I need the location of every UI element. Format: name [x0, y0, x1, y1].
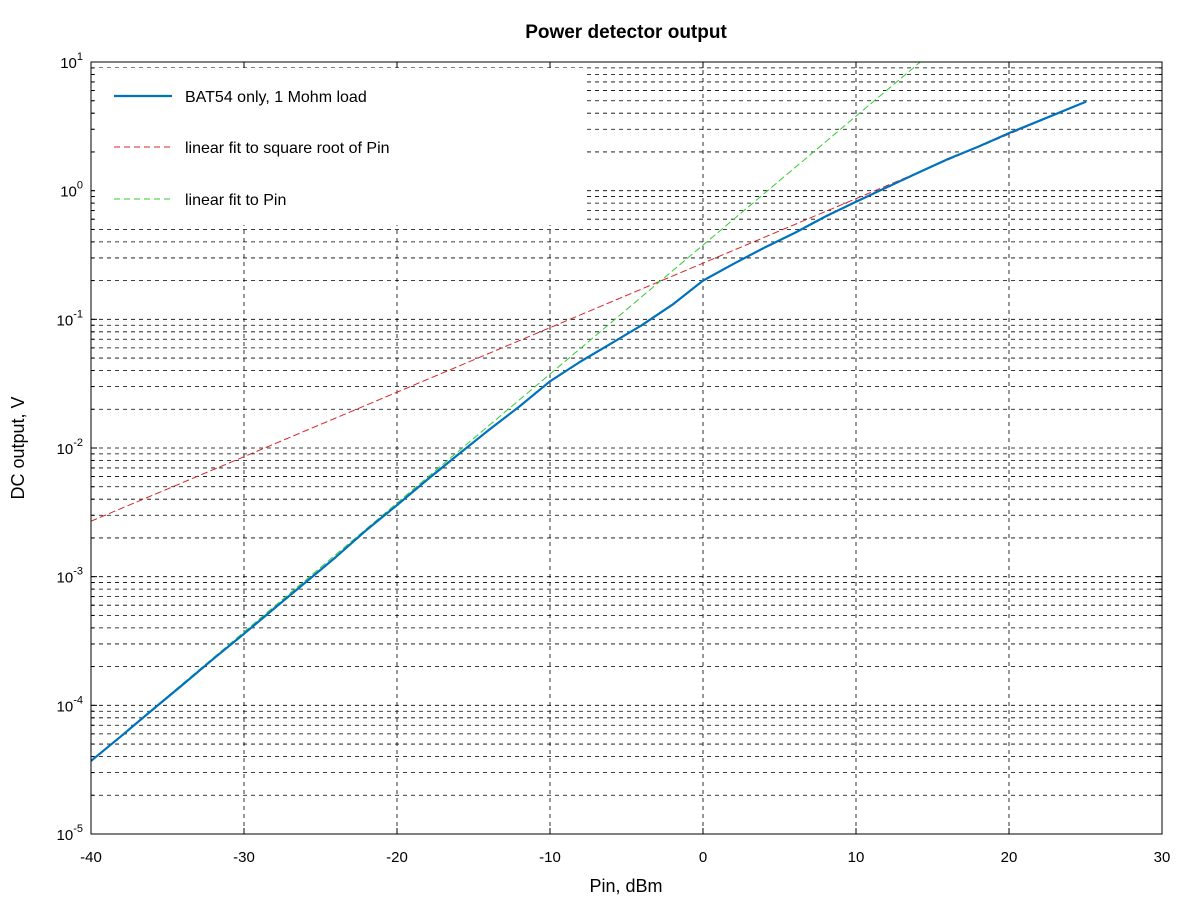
series-line: [91, 62, 921, 762]
series-line: [91, 101, 1086, 522]
x-axis-label: Pin, dBm: [589, 876, 662, 896]
y-tick-label: 101: [60, 51, 83, 72]
y-axis-label: DC output, V: [8, 396, 28, 499]
x-tick-label: -10: [539, 849, 561, 866]
y-tick-label: 10-1: [57, 308, 83, 329]
legend: BAT54 only, 1 Mohm load linear fit to squ…: [95, 68, 583, 225]
x-tick-label: 0: [699, 849, 707, 866]
legend-label: linear fit to Pin: [185, 192, 286, 209]
axis-ticks: -40 -30 -20 -10 0 10 20 30 10-5 10-4 10-3 10-2 10-1 1…: [57, 51, 1171, 866]
x-tick-label: -20: [386, 849, 408, 866]
legend-label: linear fit to square root of Pin: [185, 140, 390, 157]
chart-title: Power detector output: [525, 22, 727, 43]
legend-box: [95, 68, 583, 225]
y-tick-label: 10-2: [57, 437, 83, 458]
plot-series: [91, 62, 1087, 763]
y-tick-label: 10-4: [57, 694, 83, 715]
y-tick-label: 10-5: [57, 823, 83, 844]
x-tick-label: 30: [1154, 849, 1171, 866]
series-line: [91, 100, 1087, 763]
x-tick-label: 20: [1001, 849, 1018, 866]
x-tick-label: -30: [233, 849, 255, 866]
y-tick-label: 10-3: [57, 566, 83, 587]
legend-label: BAT54 only, 1 Mohm load: [185, 89, 367, 106]
x-tick-label: -40: [80, 849, 102, 866]
y-tick-label: 100: [60, 180, 83, 201]
x-tick-label: 10: [848, 849, 865, 866]
